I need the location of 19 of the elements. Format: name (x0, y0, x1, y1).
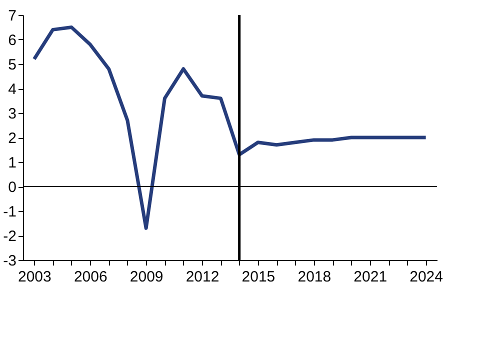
y-tick-label: 0 (8, 179, 16, 196)
x-tick-label: 2018 (298, 268, 332, 286)
y-tick-label: 4 (8, 81, 16, 98)
x-tick-label: 2024 (410, 268, 443, 286)
y-tick-label: 1 (8, 154, 16, 172)
y-tick-label: -1 (3, 204, 16, 220)
x-tick-label: 2003 (18, 268, 52, 286)
y-tick-label: -2 (3, 228, 16, 245)
y-tick-label: 6 (8, 32, 16, 49)
x-tick-label: 2009 (130, 268, 164, 286)
y-tick-label: 5 (8, 56, 16, 74)
y-tick-label: 7 (8, 8, 16, 24)
x-tick-label: 2006 (74, 268, 108, 286)
y-tick-label: 2 (8, 130, 16, 147)
x-tick-label: 2012 (186, 268, 220, 286)
x-tick-label: 2015 (242, 268, 276, 286)
y-tick-label: -3 (3, 252, 16, 270)
x-tick-label: 2021 (354, 268, 388, 286)
y-tick-label: 3 (8, 106, 16, 122)
